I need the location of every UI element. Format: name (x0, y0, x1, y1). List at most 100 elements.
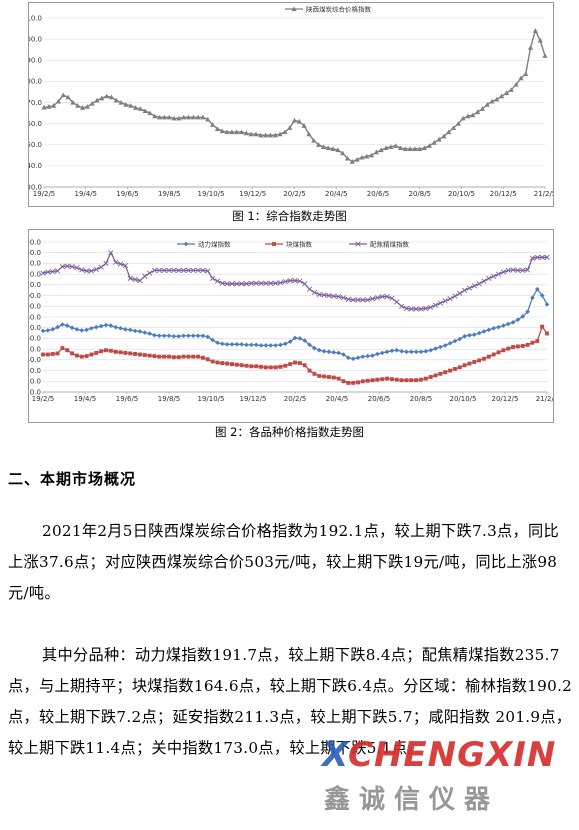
data-point (539, 254, 545, 260)
y-tick-label: 140.0 (29, 356, 41, 364)
data-point (243, 281, 250, 287)
data-point (258, 343, 264, 348)
data-point (460, 115, 466, 121)
data-point (364, 153, 370, 159)
data-point (84, 104, 90, 109)
y-tick-label: 160.0 (29, 335, 41, 343)
data-point (258, 132, 264, 138)
data-point (196, 354, 201, 359)
data-point (210, 359, 215, 364)
data-point (535, 339, 540, 344)
data-point (523, 71, 529, 77)
y-tick-label: 180.0 (29, 313, 41, 321)
data-point (180, 267, 187, 274)
x-tick-label: 20/2/5 (284, 395, 307, 403)
data-point (239, 342, 244, 347)
data-point (433, 373, 438, 378)
data-point (365, 378, 370, 383)
data-point (137, 329, 143, 334)
data-point (123, 350, 128, 355)
data-point (259, 364, 264, 369)
data-point (113, 259, 119, 265)
data-point (239, 363, 244, 368)
data-point (156, 267, 162, 274)
data-point (287, 277, 293, 284)
data-point (205, 268, 211, 274)
x-tick-label: 20/12/5 (492, 395, 519, 403)
x-tick-label: 20/4/5 (326, 395, 349, 403)
data-point (331, 375, 336, 380)
data-point (117, 261, 124, 267)
y-tick-label: 160.0 (29, 120, 42, 128)
data-point (385, 376, 390, 381)
legend-marker (183, 241, 189, 247)
data-point (89, 100, 95, 106)
data-point (296, 118, 302, 124)
data-point (230, 362, 234, 367)
legend-marker (272, 242, 276, 246)
data-point (418, 349, 424, 355)
data-point (436, 136, 442, 142)
data-point (477, 358, 482, 363)
x-tick-label: 19/12/5 (240, 395, 267, 403)
data-point (467, 361, 472, 366)
data-point (433, 346, 438, 351)
data-point (321, 292, 327, 298)
data-point (525, 342, 530, 347)
data-point (142, 353, 147, 357)
data-point (113, 97, 119, 103)
data-point (360, 354, 366, 359)
data-point (375, 351, 380, 357)
data-point (312, 371, 317, 376)
data-point (350, 356, 356, 362)
data-point (94, 97, 100, 103)
data-point (176, 115, 182, 121)
data-point (273, 365, 278, 370)
data-point (157, 333, 162, 339)
data-point (431, 140, 437, 145)
data-point (167, 354, 171, 359)
data-point (249, 342, 254, 348)
data-point (186, 354, 191, 359)
data-point (181, 354, 186, 359)
section-heading: 二、本期市场概况 (8, 470, 137, 488)
data-point (336, 350, 341, 356)
data-point (335, 294, 342, 300)
data-point (437, 300, 444, 306)
data-point (157, 114, 163, 120)
data-point (70, 99, 76, 105)
series-line (43, 29, 546, 163)
data-point (412, 146, 418, 152)
legend-label: 陕西煤炭综合价格指数 (306, 4, 372, 13)
x-tick-label: 19/8/5 (158, 395, 181, 403)
data-point (253, 131, 259, 137)
data-point (152, 113, 158, 119)
y-tick-label: 190.0 (29, 57, 42, 65)
data-point (253, 342, 259, 348)
data-point (122, 262, 129, 269)
data-point (417, 146, 423, 152)
x-tick-label: 19/4/5 (74, 395, 97, 403)
data-point (209, 275, 216, 282)
data-point (108, 94, 115, 100)
data-point (346, 355, 351, 361)
watermark-chinese: 鑫诚信仪器 (324, 784, 499, 815)
paragraph-summary: 2021年2月5日陕西煤炭综合价格指数为192.1点，较上期下跌7.3点，同比上… (8, 522, 559, 602)
data-point (322, 374, 327, 379)
data-point (79, 105, 86, 110)
data-point (225, 361, 230, 366)
data-point (45, 269, 51, 275)
data-point (438, 371, 443, 376)
data-point (325, 145, 331, 150)
data-point (185, 114, 192, 120)
data-point (64, 323, 70, 328)
series-line (42, 288, 548, 360)
data-point (365, 297, 371, 303)
y-tick-label: 170.0 (29, 324, 41, 332)
data-point (530, 340, 535, 345)
data-point (297, 336, 303, 341)
data-point (428, 347, 433, 353)
data-point (486, 354, 491, 359)
data-point (292, 277, 298, 284)
x-tick-label: 20/4/5 (325, 190, 348, 198)
